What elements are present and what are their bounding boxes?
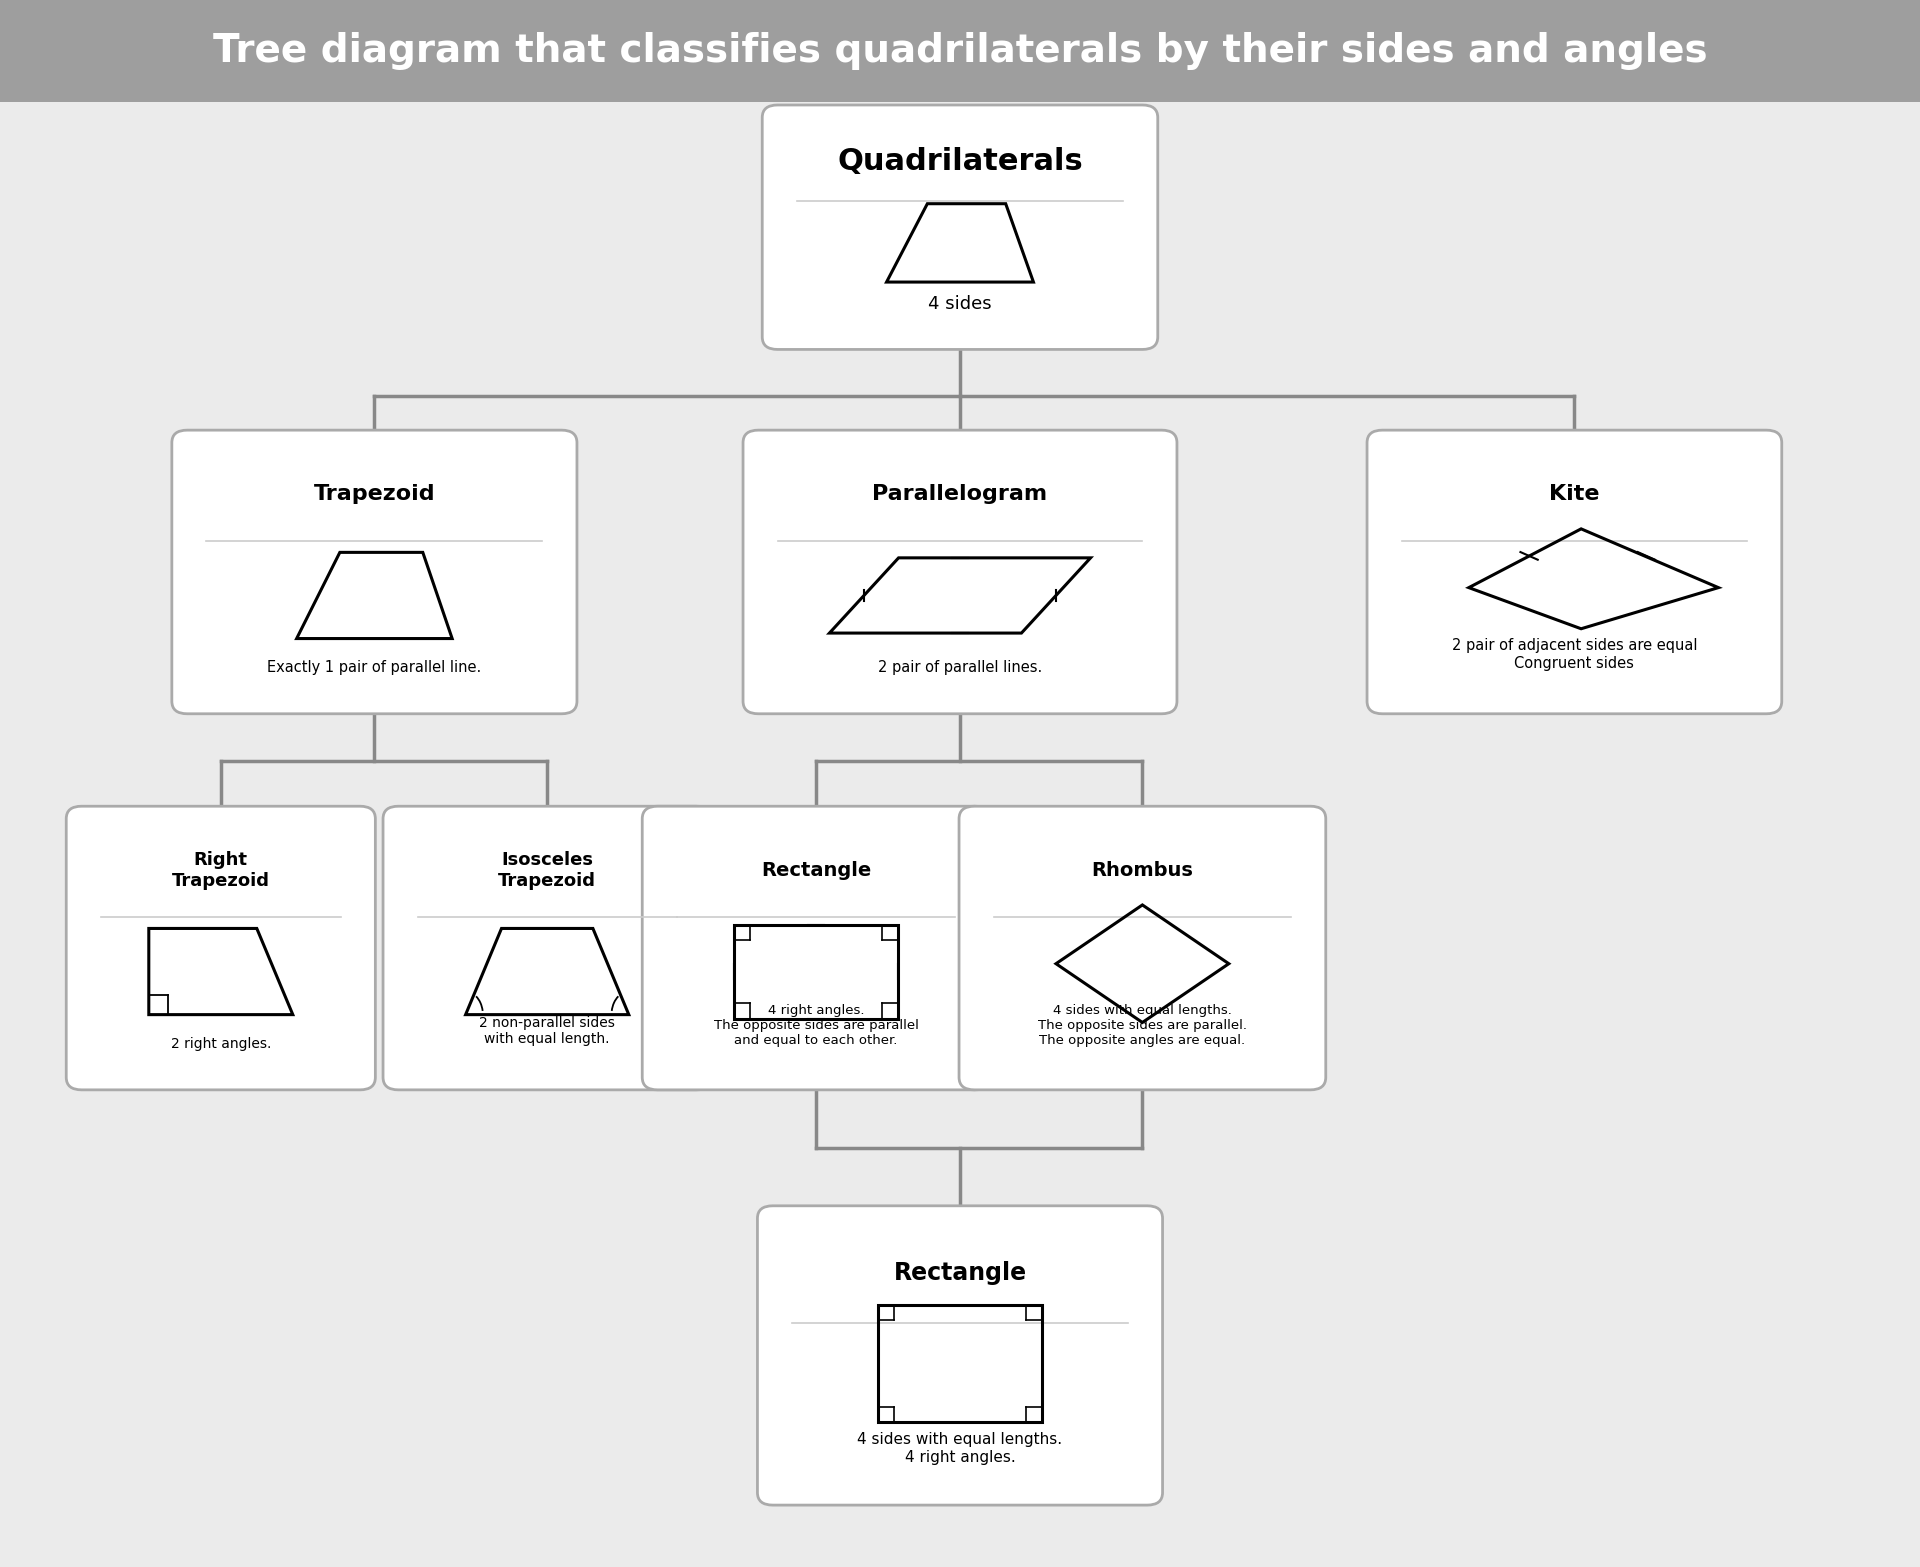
Text: Right
Trapezoid: Right Trapezoid [171, 851, 271, 890]
FancyBboxPatch shape [173, 429, 576, 715]
FancyBboxPatch shape [762, 105, 1158, 349]
Bar [0, 0, 1920, 102]
Bar [879, 1304, 1041, 1423]
Text: 4 right angles.
The opposite sides are parallel
and equal to each other.: 4 right angles. The opposite sides are p… [714, 1004, 918, 1047]
Text: 4 sides with equal lengths.
4 right angles.: 4 sides with equal lengths. 4 right angl… [858, 1432, 1062, 1465]
Text: Rectangle: Rectangle [760, 860, 872, 881]
Text: Rectangle: Rectangle [893, 1261, 1027, 1285]
Text: Rhombus: Rhombus [1091, 860, 1194, 881]
Text: Parallelogram: Parallelogram [872, 484, 1048, 505]
Bar [733, 925, 899, 1019]
Text: Trapezoid: Trapezoid [313, 484, 436, 505]
Text: Kite: Kite [1549, 484, 1599, 505]
Text: 2 pair of adjacent sides are equal
Congruent sides: 2 pair of adjacent sides are equal Congr… [1452, 638, 1697, 671]
Text: 4 sides with equal lengths.
The opposite sides are parallel.
The opposite angles: 4 sides with equal lengths. The opposite… [1039, 1004, 1246, 1047]
FancyBboxPatch shape [382, 805, 710, 1091]
Text: 2 pair of parallel lines.: 2 pair of parallel lines. [877, 660, 1043, 675]
Text: 2 right angles.: 2 right angles. [171, 1037, 271, 1051]
FancyBboxPatch shape [958, 805, 1325, 1091]
FancyBboxPatch shape [756, 1207, 1162, 1504]
Text: Quadrilaterals: Quadrilaterals [837, 147, 1083, 176]
FancyBboxPatch shape [67, 805, 374, 1091]
FancyBboxPatch shape [641, 805, 991, 1091]
Text: Isosceles
Trapezoid: Isosceles Trapezoid [497, 851, 597, 890]
FancyBboxPatch shape [743, 429, 1177, 715]
Text: 4 sides: 4 sides [927, 295, 993, 313]
Text: 2 non-parallel sides
with equal length.: 2 non-parallel sides with equal length. [480, 1015, 614, 1045]
FancyBboxPatch shape [1367, 429, 1782, 715]
Text: Exactly 1 pair of parallel line.: Exactly 1 pair of parallel line. [267, 660, 482, 675]
Text: Tree diagram that classifies quadrilaterals by their sides and angles: Tree diagram that classifies quadrilater… [213, 31, 1707, 71]
